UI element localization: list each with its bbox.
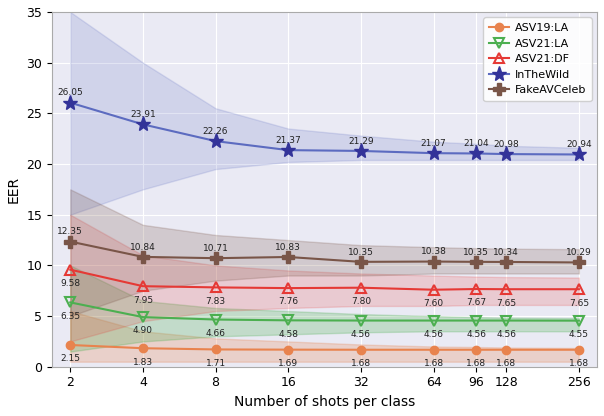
- ASV21:DF: [503, 287, 510, 292]
- ASV21:DF: [472, 287, 480, 292]
- Text: 1.69: 1.69: [278, 359, 298, 368]
- ASV19:LA: [472, 347, 480, 352]
- FakeAVCeleb: [358, 259, 365, 264]
- InTheWild: [575, 152, 582, 157]
- Text: 7.76: 7.76: [278, 297, 298, 307]
- ASV21:DF: [212, 285, 219, 290]
- Text: 10.71: 10.71: [203, 244, 228, 253]
- Text: 10.38: 10.38: [420, 248, 446, 256]
- ASV21:LA: [358, 318, 365, 323]
- Text: 10.83: 10.83: [275, 243, 301, 252]
- FakeAVCeleb: [284, 255, 292, 260]
- Line: ASV21:LA: ASV21:LA: [65, 297, 583, 325]
- Text: 26.05: 26.05: [57, 89, 83, 97]
- FakeAVCeleb: [212, 256, 219, 261]
- Text: 7.80: 7.80: [351, 297, 371, 306]
- Text: 10.35: 10.35: [463, 248, 489, 257]
- Text: 21.04: 21.04: [463, 139, 489, 148]
- InTheWild: [430, 151, 437, 156]
- Text: 21.37: 21.37: [275, 136, 301, 145]
- ASV21:LA: [575, 318, 582, 323]
- Text: 7.67: 7.67: [466, 298, 486, 307]
- ASV21:DF: [284, 286, 292, 291]
- Text: 1.68: 1.68: [351, 359, 371, 368]
- Text: 10.35: 10.35: [348, 248, 374, 257]
- Text: 4.66: 4.66: [205, 329, 225, 338]
- Text: 21.07: 21.07: [421, 139, 446, 148]
- ASV21:LA: [284, 318, 292, 323]
- ASV19:LA: [140, 346, 147, 351]
- Text: 1.68: 1.68: [423, 359, 443, 368]
- Text: 10.84: 10.84: [130, 243, 156, 252]
- Text: 4.56: 4.56: [423, 330, 443, 339]
- Text: 7.65: 7.65: [496, 299, 516, 307]
- InTheWild: [503, 151, 510, 156]
- X-axis label: Number of shots per class: Number of shots per class: [234, 395, 415, 409]
- InTheWild: [212, 139, 219, 144]
- Text: 20.98: 20.98: [493, 140, 519, 149]
- Text: 4.56: 4.56: [351, 330, 371, 339]
- ASV21:DF: [430, 287, 437, 292]
- Text: 4.56: 4.56: [466, 330, 486, 339]
- Text: 20.94: 20.94: [566, 140, 592, 149]
- Legend: ASV19:LA, ASV21:LA, ASV21:DF, InTheWild, FakeAVCeleb: ASV19:LA, ASV21:LA, ASV21:DF, InTheWild,…: [483, 17, 591, 101]
- Line: ASV19:LA: ASV19:LA: [66, 341, 583, 354]
- ASV21:DF: [575, 287, 582, 292]
- FakeAVCeleb: [140, 255, 147, 260]
- Line: ASV21:DF: ASV21:DF: [65, 265, 583, 295]
- Text: 1.71: 1.71: [205, 359, 226, 368]
- InTheWild: [358, 149, 365, 154]
- FakeAVCeleb: [66, 239, 74, 244]
- Text: 1.68: 1.68: [466, 359, 486, 368]
- InTheWild: [284, 148, 292, 153]
- Text: 22.26: 22.26: [203, 127, 228, 136]
- ASV19:LA: [430, 347, 437, 352]
- Text: 21.29: 21.29: [348, 137, 374, 146]
- ASV21:LA: [212, 317, 219, 322]
- Text: 4.90: 4.90: [133, 327, 153, 335]
- Line: InTheWild: InTheWild: [63, 95, 586, 162]
- ASV21:LA: [472, 318, 480, 323]
- Line: FakeAVCeleb: FakeAVCeleb: [65, 236, 585, 268]
- ASV21:DF: [358, 285, 365, 290]
- Text: 2.15: 2.15: [60, 354, 80, 363]
- ASV19:LA: [358, 347, 365, 352]
- ASV19:LA: [284, 347, 292, 352]
- ASV21:LA: [503, 318, 510, 323]
- Text: 1.83: 1.83: [133, 358, 153, 366]
- Text: 7.83: 7.83: [205, 297, 226, 306]
- Text: 7.65: 7.65: [569, 299, 589, 307]
- InTheWild: [66, 100, 74, 105]
- FakeAVCeleb: [472, 259, 480, 264]
- ASV21:LA: [430, 318, 437, 323]
- Text: 9.58: 9.58: [60, 279, 80, 288]
- ASV21:LA: [66, 300, 74, 305]
- ASV19:LA: [503, 347, 510, 352]
- Text: 7.60: 7.60: [423, 299, 443, 308]
- Text: 6.35: 6.35: [60, 312, 80, 321]
- Text: 7.95: 7.95: [133, 296, 153, 305]
- InTheWild: [472, 151, 480, 156]
- InTheWild: [140, 122, 147, 127]
- ASV19:LA: [212, 347, 219, 352]
- FakeAVCeleb: [503, 260, 510, 265]
- FakeAVCeleb: [430, 259, 437, 264]
- Text: 23.91: 23.91: [130, 110, 156, 119]
- ASV19:LA: [66, 342, 74, 347]
- Text: 10.29: 10.29: [566, 248, 592, 257]
- Text: 4.55: 4.55: [569, 330, 589, 339]
- Text: 1.68: 1.68: [569, 359, 589, 368]
- Text: 1.68: 1.68: [496, 359, 516, 368]
- Text: 4.58: 4.58: [278, 330, 298, 339]
- Y-axis label: EER: EER: [7, 176, 21, 203]
- FakeAVCeleb: [575, 260, 582, 265]
- Text: 4.56: 4.56: [496, 330, 516, 339]
- ASV21:DF: [66, 267, 74, 272]
- ASV19:LA: [575, 347, 582, 352]
- Text: 10.34: 10.34: [493, 248, 519, 257]
- Text: 12.35: 12.35: [57, 228, 83, 236]
- ASV21:LA: [140, 314, 147, 319]
- ASV21:DF: [140, 284, 147, 289]
